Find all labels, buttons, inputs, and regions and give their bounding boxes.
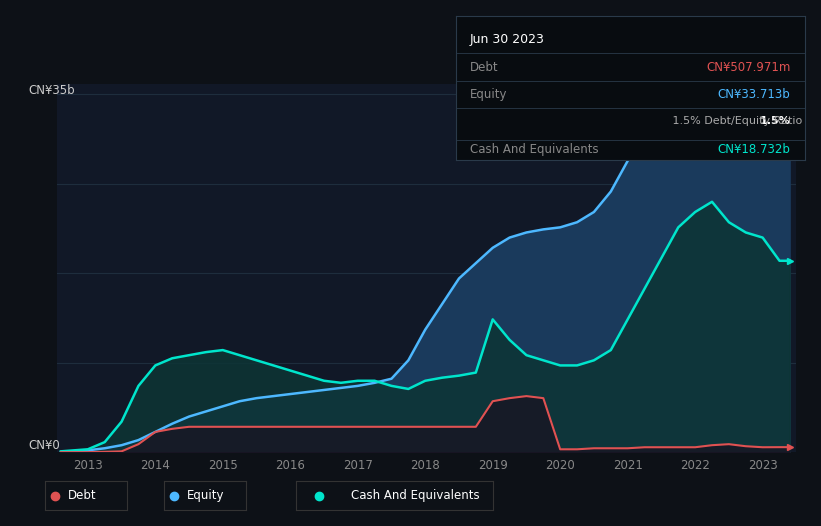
Text: Debt: Debt [470, 60, 498, 74]
Text: Cash And Equivalents: Cash And Equivalents [351, 489, 479, 502]
Text: CN¥507.971m: CN¥507.971m [706, 60, 791, 74]
Text: 1.5% Debt/Equity Ratio: 1.5% Debt/Equity Ratio [648, 116, 802, 126]
Text: Jun 30 2023: Jun 30 2023 [470, 33, 544, 46]
Text: CN¥33.713b: CN¥33.713b [718, 88, 791, 101]
Text: Debt: Debt [68, 489, 97, 502]
Text: Equity: Equity [187, 489, 225, 502]
Text: CN¥0: CN¥0 [28, 439, 60, 452]
Text: CN¥18.732b: CN¥18.732b [718, 143, 791, 156]
Text: Equity: Equity [470, 88, 507, 101]
Text: 1.5%: 1.5% [760, 116, 791, 126]
Text: Cash And Equivalents: Cash And Equivalents [470, 143, 599, 156]
Text: CN¥35b: CN¥35b [28, 84, 75, 97]
